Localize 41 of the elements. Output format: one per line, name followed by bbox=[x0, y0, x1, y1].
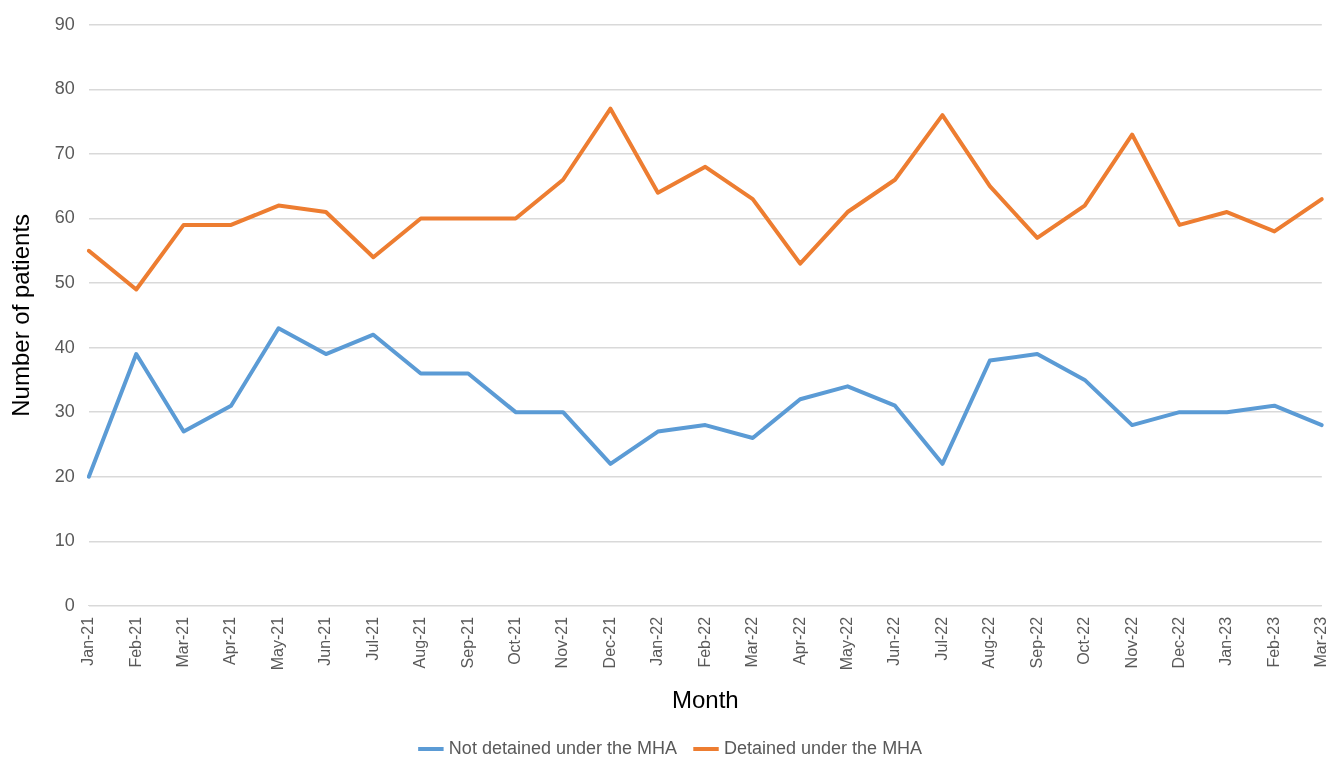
y-tick-label: 50 bbox=[54, 272, 75, 293]
y-tick-label: 90 bbox=[54, 13, 75, 34]
x-tick-label: Jan-23 bbox=[1217, 616, 1235, 666]
x-tick-label: Mar-21 bbox=[174, 616, 192, 668]
x-tick-label: Feb-21 bbox=[126, 616, 144, 668]
x-tick-label: Apr-21 bbox=[221, 616, 239, 665]
y-tick-label: 10 bbox=[54, 530, 75, 551]
x-axis-title: Month bbox=[671, 686, 739, 714]
y-tick-label: 0 bbox=[64, 594, 75, 615]
legend-label: Detained under the MHA bbox=[724, 737, 923, 758]
legend-label: Not detained under the MHA bbox=[448, 737, 678, 758]
y-tick-label: 80 bbox=[54, 78, 75, 99]
y-tick-label: 40 bbox=[54, 336, 75, 357]
y-tick-label: 30 bbox=[54, 401, 75, 422]
x-tick-label: Jul-22 bbox=[932, 616, 950, 661]
x-tick-label: Sep-22 bbox=[1027, 616, 1045, 669]
x-tick-label: Feb-23 bbox=[1264, 616, 1282, 668]
x-tick-label: Dec-21 bbox=[600, 616, 618, 669]
x-tick-label: Oct-21 bbox=[506, 616, 524, 665]
x-tick-label: May-22 bbox=[837, 616, 855, 671]
x-tick-label: Aug-22 bbox=[980, 616, 998, 669]
x-tick-label: Jul-21 bbox=[363, 616, 381, 661]
y-tick-label: 20 bbox=[54, 465, 75, 486]
x-tick-label: Sep-21 bbox=[458, 616, 476, 669]
x-tick-label: Aug-21 bbox=[411, 616, 429, 669]
x-tick-label: May-21 bbox=[268, 616, 286, 671]
x-tick-label: Jan-21 bbox=[79, 616, 97, 666]
x-tick-label: Apr-22 bbox=[790, 616, 808, 665]
x-tick-label: Mar-22 bbox=[743, 616, 761, 668]
x-tick-label: Oct-22 bbox=[1075, 616, 1093, 665]
y-tick-label: 60 bbox=[54, 207, 75, 228]
x-tick-label: Jun-22 bbox=[885, 616, 903, 666]
x-tick-label: Dec-22 bbox=[1169, 616, 1187, 669]
x-tick-label: Jun-21 bbox=[316, 616, 334, 666]
x-tick-label: Jan-22 bbox=[648, 616, 666, 666]
x-tick-label: Nov-21 bbox=[553, 616, 571, 669]
y-axis-title: Number of patients bbox=[7, 213, 35, 417]
x-tick-label: Nov-22 bbox=[1122, 616, 1140, 669]
x-tick-label: Feb-22 bbox=[695, 616, 713, 668]
y-tick-label: 70 bbox=[54, 142, 75, 163]
x-tick-label: Mar-23 bbox=[1312, 616, 1330, 668]
